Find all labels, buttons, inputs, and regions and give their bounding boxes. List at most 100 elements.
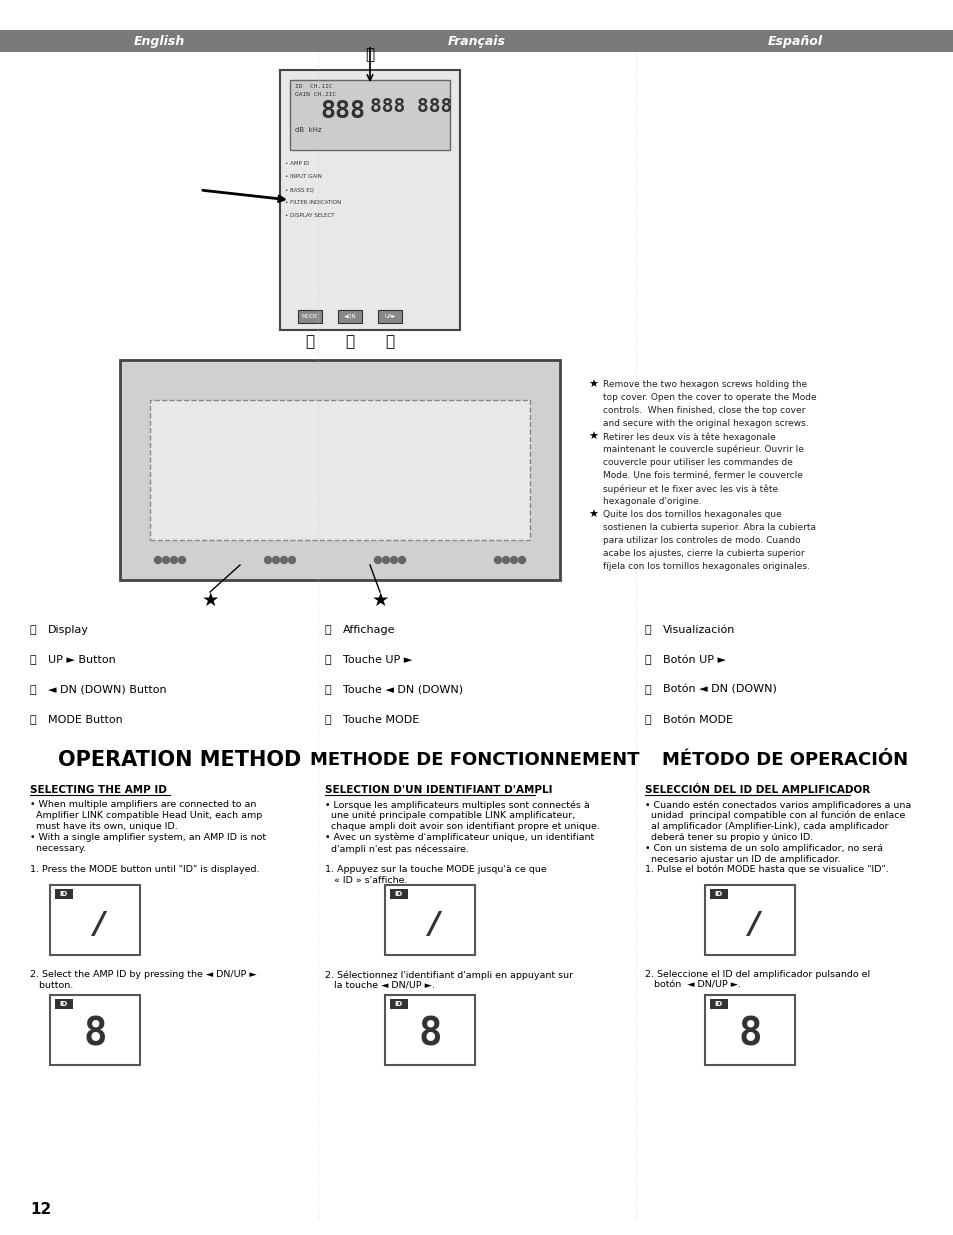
- Text: ⑲: ⑲: [305, 335, 314, 350]
- Text: SELECCIÓN DEL ID DEL AMPLIFICADOR: SELECCIÓN DEL ID DEL AMPLIFICADOR: [644, 785, 869, 795]
- Text: Affichage: Affichage: [343, 625, 395, 635]
- Text: 888 888: 888 888: [370, 98, 452, 116]
- Text: /: /: [94, 910, 106, 940]
- Text: dB  kHz: dB kHz: [294, 127, 321, 133]
- Text: ID: ID: [395, 890, 403, 897]
- Text: ID: ID: [714, 890, 722, 897]
- Text: ID: ID: [60, 1002, 68, 1007]
- Text: supérieur et le fixer avec les vis à tête: supérieur et le fixer avec les vis à têt…: [602, 484, 778, 494]
- Text: ⑲: ⑲: [30, 715, 36, 725]
- Text: controls.  When finished, close the top cover: controls. When finished, close the top c…: [602, 406, 804, 415]
- Text: top cover. Open the cover to operate the Mode: top cover. Open the cover to operate the…: [602, 393, 816, 403]
- Text: ⑱: ⑱: [325, 685, 332, 695]
- Text: 2. Select the AMP ID by pressing the ◄ DN/UP ►: 2. Select the AMP ID by pressing the ◄ D…: [30, 969, 256, 979]
- Text: ⑲: ⑲: [644, 715, 651, 725]
- Text: ⑰: ⑰: [644, 655, 651, 664]
- Text: and secure with the original hexagon screws.: and secure with the original hexagon scr…: [602, 419, 808, 429]
- Text: MODE Button: MODE Button: [48, 715, 123, 725]
- Text: • BASS EQ: • BASS EQ: [285, 186, 314, 191]
- Text: Mode. Une fois terminé, fermer le couvercle: Mode. Une fois terminé, fermer le couver…: [602, 471, 802, 480]
- Text: button.: button.: [30, 981, 73, 990]
- Text: • FILTER INDICATION: • FILTER INDICATION: [285, 200, 341, 205]
- Circle shape: [502, 557, 509, 563]
- Text: ⑯: ⑯: [325, 625, 332, 635]
- Text: 2. Sélectionnez l'identifiant d'ampli en appuyant sur: 2. Sélectionnez l'identifiant d'ampli en…: [325, 969, 573, 979]
- Text: Español: Español: [766, 35, 821, 47]
- Text: ID: ID: [714, 1002, 722, 1007]
- Bar: [50, 885, 140, 955]
- Bar: [704, 995, 794, 1065]
- Bar: [390, 999, 408, 1009]
- Text: ⑯: ⑯: [365, 47, 375, 63]
- Text: • AMP ID: • AMP ID: [285, 161, 309, 165]
- Text: ★: ★: [587, 432, 598, 442]
- Text: UP►: UP►: [384, 314, 395, 319]
- Circle shape: [280, 557, 287, 563]
- Text: /: /: [749, 910, 760, 940]
- Bar: [297, 310, 322, 324]
- Circle shape: [390, 557, 397, 563]
- Text: ID  CH.1IC: ID CH.1IC: [294, 84, 333, 89]
- Text: SELECTING THE AMP ID: SELECTING THE AMP ID: [30, 785, 167, 795]
- Text: must have its own, unique ID.: must have its own, unique ID.: [30, 823, 177, 831]
- Text: une unité principale compatible LINK amplificateur,: une unité principale compatible LINK amp…: [325, 811, 575, 820]
- Text: ⑯: ⑯: [30, 625, 36, 635]
- Circle shape: [382, 557, 389, 563]
- Text: English: English: [133, 35, 185, 47]
- Bar: [55, 889, 73, 899]
- Bar: [385, 995, 475, 1065]
- Circle shape: [375, 557, 381, 563]
- Text: MÉTODO DE OPERACIÓN: MÉTODO DE OPERACIÓN: [661, 751, 907, 769]
- Circle shape: [171, 557, 177, 563]
- Circle shape: [154, 557, 161, 563]
- Text: Botón UP ►: Botón UP ►: [662, 655, 725, 664]
- Text: ★: ★: [587, 380, 598, 390]
- Text: ◄DN: ◄DN: [343, 314, 355, 319]
- Text: ⑱: ⑱: [345, 335, 355, 350]
- Text: botón  ◄ DN/UP ►.: botón ◄ DN/UP ►.: [644, 981, 740, 990]
- Text: Display: Display: [48, 625, 89, 635]
- Circle shape: [264, 557, 272, 563]
- Bar: [709, 889, 727, 899]
- Bar: [280, 70, 459, 330]
- Text: necesario ajustar un ID de amplificador.: necesario ajustar un ID de amplificador.: [644, 855, 840, 864]
- Text: 12: 12: [30, 1203, 51, 1218]
- Text: ★: ★: [587, 510, 598, 520]
- Text: METHODE DE FONCTIONNEMENT: METHODE DE FONCTIONNEMENT: [310, 751, 639, 769]
- Text: • When multiple amplifiers are connected to an: • When multiple amplifiers are connected…: [30, 800, 256, 809]
- Text: 8: 8: [417, 1016, 441, 1053]
- Bar: [50, 995, 140, 1065]
- Bar: [390, 889, 408, 899]
- Text: ⑰: ⑰: [30, 655, 36, 664]
- Text: ⑯: ⑯: [644, 625, 651, 635]
- Text: SELECTION D'UN IDENTIFIANT D'AMPLI: SELECTION D'UN IDENTIFIANT D'AMPLI: [325, 785, 552, 795]
- Text: Touche UP ►: Touche UP ►: [343, 655, 412, 664]
- Circle shape: [162, 557, 170, 563]
- Bar: [55, 999, 73, 1009]
- Bar: [120, 359, 559, 580]
- Text: • Cuando estén conectados varios amplificadores a una: • Cuando estén conectados varios amplifi…: [644, 800, 910, 809]
- Text: GAIN CH.2IC: GAIN CH.2IC: [294, 91, 335, 98]
- Bar: [704, 885, 794, 955]
- Text: sostienen la cubierta superior. Abra la cubierta: sostienen la cubierta superior. Abra la …: [602, 522, 815, 532]
- Circle shape: [494, 557, 501, 563]
- Bar: [150, 400, 530, 540]
- Text: ID: ID: [395, 1002, 403, 1007]
- Text: chaque ampli doit avoir son identifiant propre et unique.: chaque ampli doit avoir son identifiant …: [325, 823, 599, 831]
- Bar: [709, 999, 727, 1009]
- Text: fíjela con los tornillos hexagonales originales.: fíjela con los tornillos hexagonales ori…: [602, 562, 809, 571]
- Text: • Avec un système d'amplificateur unique, un identifiant: • Avec un système d'amplificateur unique…: [325, 832, 594, 842]
- Text: ⑰: ⑰: [325, 655, 332, 664]
- Text: Touche MODE: Touche MODE: [343, 715, 418, 725]
- Text: ⑱: ⑱: [30, 685, 36, 695]
- Text: • Lorsque les amplificateurs multiples sont connectés à: • Lorsque les amplificateurs multiples s…: [325, 800, 589, 809]
- Text: • Con un sistema de un solo amplificador, no será: • Con un sistema de un solo amplificador…: [644, 844, 882, 853]
- Text: • INPUT GAIN: • INPUT GAIN: [285, 174, 321, 179]
- Circle shape: [398, 557, 405, 563]
- Circle shape: [518, 557, 525, 563]
- Text: UP ► Button: UP ► Button: [48, 655, 115, 664]
- Text: /: /: [429, 910, 440, 940]
- Text: « ID » s'affiche.: « ID » s'affiche.: [325, 876, 407, 885]
- Text: maintenant le couvercle supérieur. Ouvrir le: maintenant le couvercle supérieur. Ouvri…: [602, 445, 803, 454]
- Bar: [317, 30, 636, 52]
